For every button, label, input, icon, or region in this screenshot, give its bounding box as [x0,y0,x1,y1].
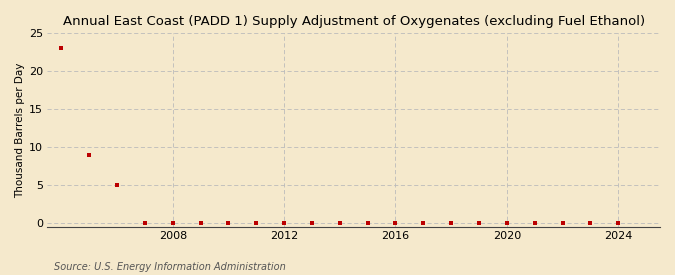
Point [362,221,373,225]
Point [195,221,206,225]
Point [306,221,317,225]
Point [56,46,67,51]
Point [111,183,122,187]
Point [502,221,512,225]
Point [140,221,151,225]
Point [390,221,401,225]
Point [223,221,234,225]
Point [474,221,485,225]
Point [167,221,178,225]
Point [251,221,262,225]
Point [529,221,540,225]
Point [418,221,429,225]
Point [557,221,568,225]
Point [446,221,456,225]
Point [279,221,290,225]
Point [585,221,596,225]
Text: Source: U.S. Energy Information Administration: Source: U.S. Energy Information Administ… [54,262,286,272]
Y-axis label: Thousand Barrels per Day: Thousand Barrels per Day [15,62,25,198]
Point [334,221,345,225]
Point [613,221,624,225]
Title: Annual East Coast (PADD 1) Supply Adjustment of Oxygenates (excluding Fuel Ethan: Annual East Coast (PADD 1) Supply Adjust… [63,15,645,28]
Point [84,152,95,157]
